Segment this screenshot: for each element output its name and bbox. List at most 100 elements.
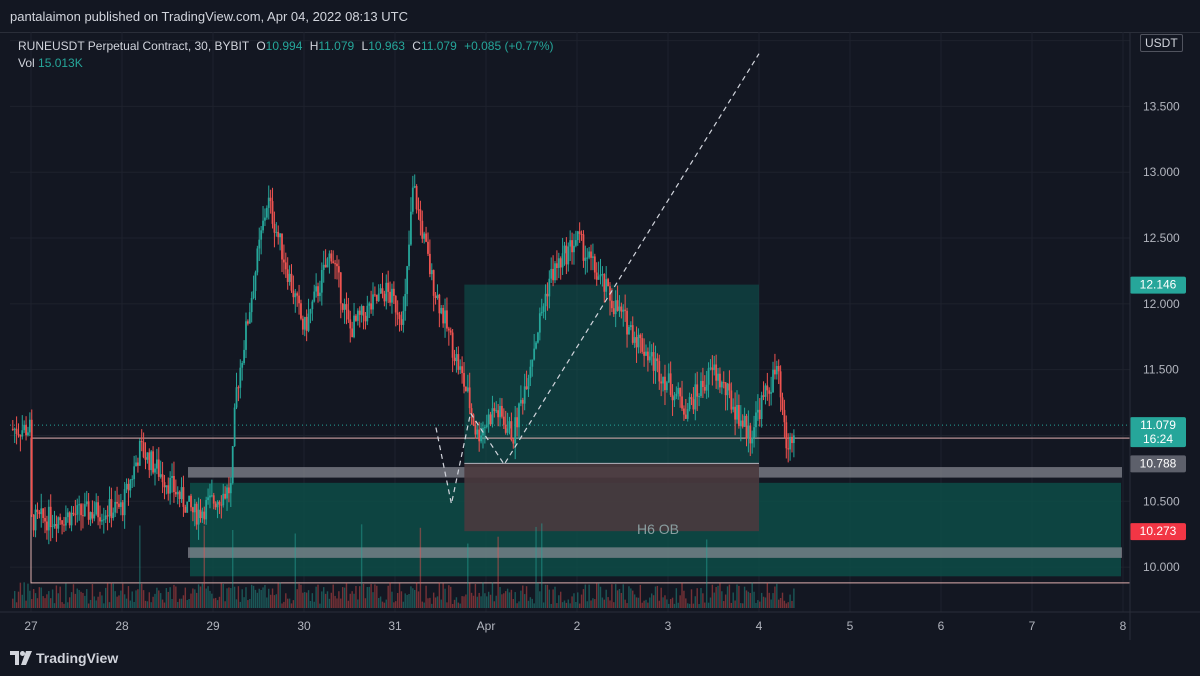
candle-body xyxy=(626,310,628,335)
volume-bar xyxy=(709,597,712,608)
candle-body xyxy=(421,220,424,239)
volume-bar xyxy=(751,582,753,608)
candle-body xyxy=(607,279,609,287)
volume-bar xyxy=(537,582,539,608)
volume-bar xyxy=(214,597,217,608)
candle-body xyxy=(741,420,744,427)
volume-bar xyxy=(421,601,423,608)
volume-bar xyxy=(376,585,378,608)
candle-body xyxy=(690,397,693,400)
candle-body xyxy=(245,321,247,350)
candle-body xyxy=(205,500,208,520)
volume-bar xyxy=(209,590,211,608)
volume-bar xyxy=(719,583,721,608)
volume-bar xyxy=(391,591,393,608)
candle-body xyxy=(135,462,137,467)
candle-body xyxy=(229,483,232,494)
volume-bar xyxy=(357,599,359,608)
volume-bar xyxy=(131,591,133,608)
volume-bar xyxy=(323,587,325,608)
volume-bar xyxy=(305,592,308,608)
candle-body xyxy=(425,233,427,242)
volume-bar xyxy=(736,584,738,608)
candle-body xyxy=(762,395,765,397)
volume-bar xyxy=(95,600,97,608)
candle-body xyxy=(307,313,310,331)
volume-bar xyxy=(404,593,406,608)
volume-bar xyxy=(417,591,420,608)
candle-body xyxy=(252,290,255,299)
candle-body xyxy=(413,186,416,188)
candle-body xyxy=(542,306,545,312)
candle-body xyxy=(40,508,43,515)
volume-bar xyxy=(86,589,88,608)
volume-bar xyxy=(315,586,317,608)
price-label-tag: 10.273 xyxy=(1130,523,1186,541)
volume-bar xyxy=(694,596,696,608)
volume-bar xyxy=(40,587,42,608)
volume-bar xyxy=(36,598,39,608)
tradingview-brand: TradingView xyxy=(36,650,119,666)
candle-body xyxy=(13,428,16,430)
candle-body xyxy=(684,414,687,419)
candle-body xyxy=(755,412,757,428)
volume-bar xyxy=(512,598,514,608)
candle-body xyxy=(485,424,488,428)
volume-bar xyxy=(76,588,78,608)
candle-body xyxy=(146,452,149,460)
volume-bar xyxy=(273,595,276,608)
volume-bar xyxy=(321,591,323,608)
tradingview-logo[interactable]: TradingView xyxy=(10,650,118,666)
candle-body xyxy=(116,501,118,504)
volume-bar xyxy=(546,584,549,608)
candle-body xyxy=(766,385,769,391)
currency-badge[interactable]: USDT xyxy=(1140,34,1183,52)
volume-bar xyxy=(734,600,736,608)
candle-body xyxy=(11,428,14,430)
candle-body xyxy=(501,405,503,417)
candle-body xyxy=(436,294,439,298)
volume-bar xyxy=(258,588,260,608)
volume-bar xyxy=(578,603,581,608)
time-axis-tick: 2 xyxy=(574,619,581,633)
volume-bar xyxy=(379,596,382,608)
volume-bar xyxy=(110,582,113,608)
candle-body xyxy=(138,440,141,466)
candle-body xyxy=(224,493,227,499)
candle-body xyxy=(133,466,136,480)
candle-body xyxy=(383,293,386,302)
candle-body xyxy=(356,310,359,321)
volume-bar xyxy=(415,582,418,608)
volume-bar xyxy=(690,589,693,608)
candle-body xyxy=(582,234,585,261)
volume-bar xyxy=(781,592,784,608)
volume-bar xyxy=(211,593,213,608)
candle-body xyxy=(97,502,100,518)
volume-bar xyxy=(15,602,18,608)
symbol-title[interactable]: RUNEUSDT Perpetual Contract, 30, BYBIT xyxy=(18,39,249,53)
candle-body xyxy=(563,245,566,254)
volume-bar xyxy=(27,583,29,608)
volume-bar xyxy=(724,594,727,608)
candle-body xyxy=(38,512,41,515)
volume-bar xyxy=(474,584,477,608)
candle-body xyxy=(220,504,223,506)
candle-body xyxy=(182,487,185,507)
volume-bar xyxy=(63,603,65,608)
volume-bar xyxy=(406,594,408,608)
volume-label[interactable]: Vol xyxy=(18,56,35,70)
volume-bar xyxy=(476,596,478,608)
volume-bar xyxy=(567,599,569,608)
candle-body xyxy=(154,468,156,473)
volume-bar xyxy=(586,601,588,608)
candle-body xyxy=(719,373,721,388)
candle-body xyxy=(665,382,668,391)
candle-body xyxy=(385,282,388,302)
candle-body xyxy=(499,405,501,418)
candle-body xyxy=(343,304,346,310)
price-label-bg xyxy=(1130,455,1186,473)
volume-bar xyxy=(440,599,442,608)
candle-body xyxy=(620,306,623,312)
candle-body xyxy=(368,303,371,306)
